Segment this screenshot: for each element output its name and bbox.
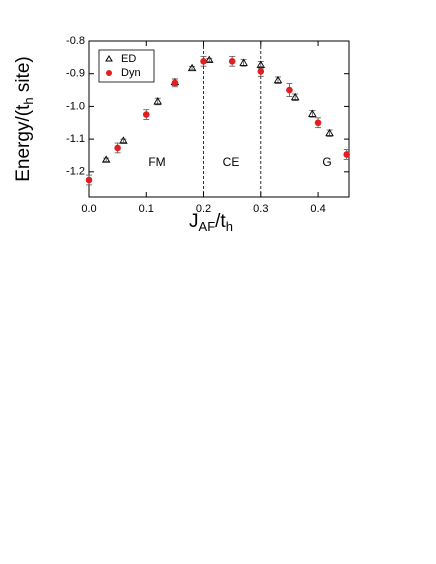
ed-point	[119, 136, 128, 144]
y-axis-label-part: Energy/(t	[13, 104, 34, 182]
phase-label: FM	[148, 155, 165, 169]
y-tick-label: -1.0	[66, 100, 85, 112]
x-axis-label-part: h	[226, 219, 233, 234]
ed-point	[204, 55, 214, 63]
phase-label: G	[322, 155, 331, 169]
y-tick-label: -0.9	[66, 68, 85, 80]
plot-frame	[88, 40, 350, 198]
dyn-point	[142, 111, 150, 118]
ed-point	[290, 92, 300, 101]
legend-marker	[105, 55, 113, 62]
ed-point	[187, 63, 197, 72]
legend-label: ED	[121, 53, 136, 65]
y-axis-label-part: h	[21, 97, 36, 104]
error-bar	[189, 66, 196, 71]
dyn-point	[228, 57, 236, 65]
x-axis-label: JAF/th	[189, 211, 233, 234]
legend-box	[98, 49, 155, 83]
y-axis-label: Energy/(th site)	[13, 56, 36, 182]
legend-marker	[106, 70, 112, 76]
error-bar	[206, 57, 213, 63]
x-tick-label: 0.1	[139, 203, 154, 215]
phase-label: CE	[223, 155, 240, 169]
legend-label: Dyn	[121, 67, 141, 79]
dyn-point	[85, 176, 93, 184]
x-axis-label-part: J	[189, 211, 199, 232]
x-tick-label: 0.3	[253, 203, 268, 215]
x-axis-label-part: AF	[199, 219, 216, 234]
x-tick-label: 0.4	[310, 203, 325, 215]
error-bar	[103, 157, 110, 162]
ed-point	[239, 58, 248, 66]
x-axis-label-part: /t	[215, 211, 226, 232]
ed-point	[101, 155, 111, 163]
ed-point	[153, 97, 163, 105]
ed-point	[273, 75, 283, 84]
dyn-point	[200, 57, 207, 65]
dyn-point	[171, 79, 179, 87]
error-bar	[120, 138, 127, 143]
dyn-point	[114, 144, 121, 152]
dyn-point	[257, 68, 265, 75]
dyn-point	[314, 119, 322, 127]
y-tick-label: -1.1	[66, 133, 85, 145]
dyn-point	[343, 151, 351, 158]
dyn-point	[286, 86, 293, 94]
ed-point	[325, 128, 334, 137]
ed-point	[308, 109, 317, 117]
x-tick-label: 0.2	[196, 203, 211, 215]
y-tick-label: -0.8	[66, 35, 85, 47]
y-tick-label: -1.2	[66, 166, 85, 178]
x-tick-label: 0.0	[81, 203, 96, 215]
y-axis-label-part: site)	[13, 56, 34, 97]
